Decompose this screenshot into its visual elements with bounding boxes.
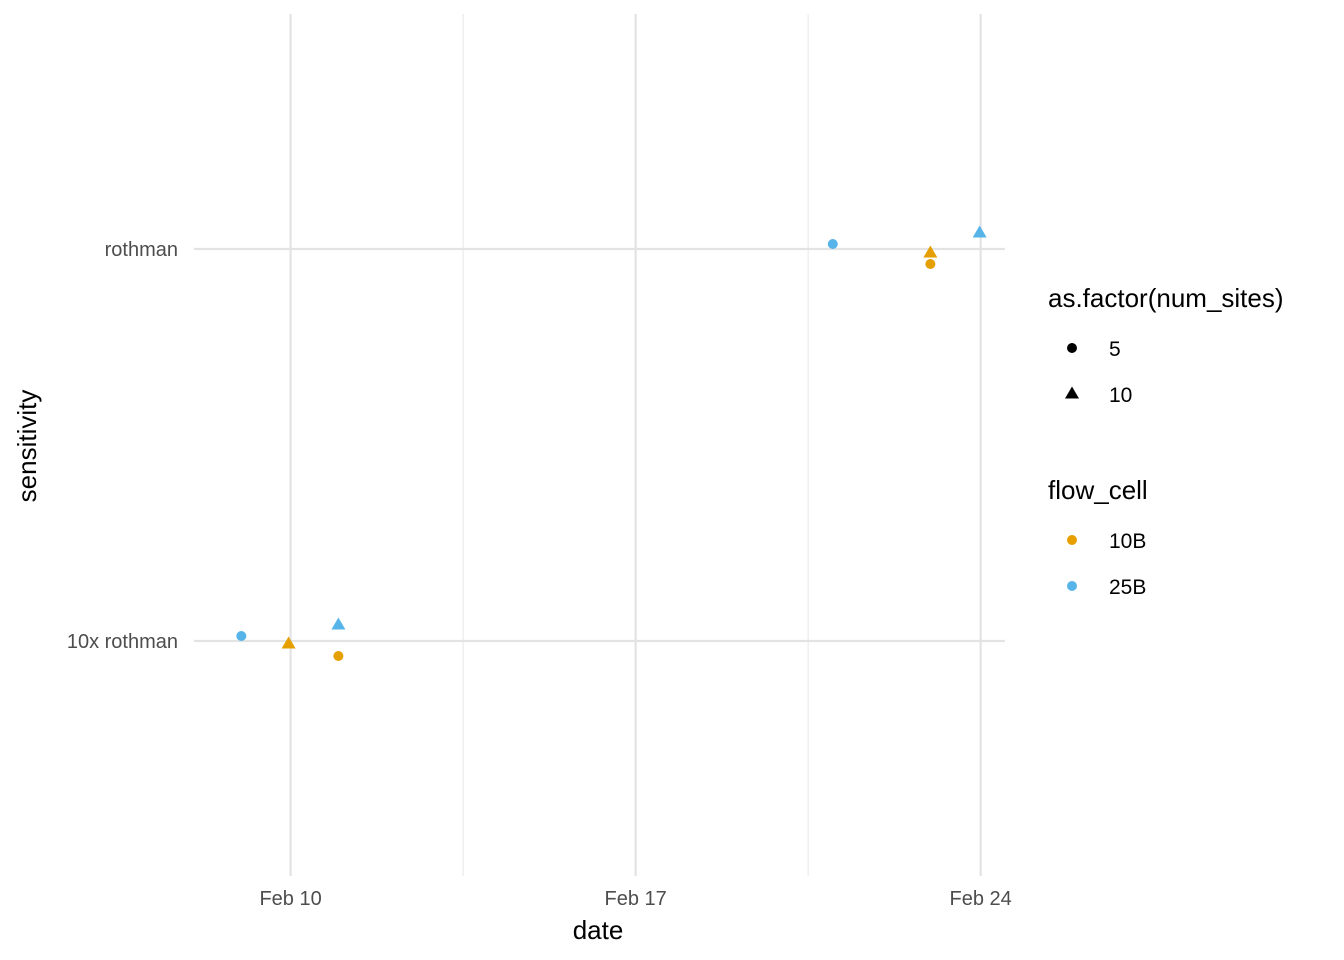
data-point [236, 631, 247, 641]
y-axis-title: sensitivity [12, 390, 42, 503]
legend-color-title: flow_cell [1048, 475, 1148, 505]
x-tick-label: Feb 10 [259, 888, 321, 910]
legend-shape: as.factor(num_sites) 5 10 [1048, 283, 1284, 407]
legend-key-circle [1067, 343, 1077, 353]
legend-key-color-10b [1067, 535, 1077, 545]
data-point [281, 636, 296, 649]
x-tick-label: Feb 17 [604, 888, 666, 910]
legend-color-label-25b: 25B [1109, 576, 1146, 599]
data-point [827, 239, 838, 249]
y-tick-label: 10x rothman [67, 631, 178, 653]
y-tick-labels: 10x rothman rothman [67, 239, 178, 653]
legend-color-label-10b: 10B [1109, 530, 1146, 553]
legend-color-keys [1067, 535, 1077, 591]
legend-key-triangle [1065, 386, 1079, 399]
legend-shape-title: as.factor(num_sites) [1048, 283, 1284, 313]
legend-shape-label-5: 5 [1109, 338, 1121, 361]
y-tick-label: rothman [105, 239, 178, 261]
x-tick-label: Feb 24 [950, 888, 1012, 910]
data-point [333, 651, 344, 661]
data-point [331, 617, 346, 630]
data-point [972, 225, 987, 238]
x-tick-labels: Feb 10 Feb 17 Feb 24 [259, 888, 1011, 910]
legend-shape-label-10: 10 [1109, 384, 1132, 407]
legend-shape-keys [1065, 343, 1079, 399]
minor-gridlines [462, 14, 809, 876]
major-gridlines [194, 14, 1005, 876]
legend-key-color-25b [1067, 581, 1077, 591]
data-point [925, 259, 936, 269]
data-point [923, 245, 938, 258]
legend-color: flow_cell 10B 25B [1048, 475, 1148, 599]
data-points [236, 225, 987, 661]
x-axis-title: date [573, 915, 624, 945]
